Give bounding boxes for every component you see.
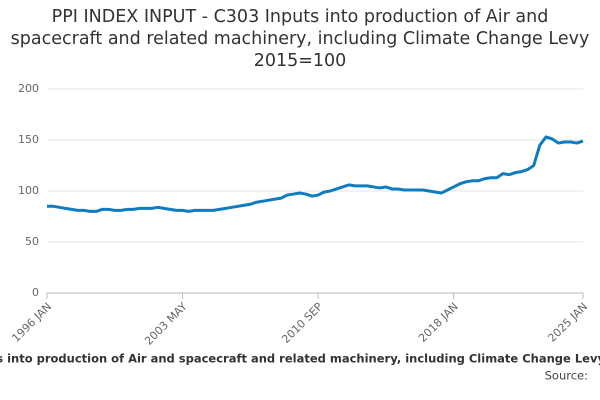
y-tick-label: 0 <box>32 286 39 299</box>
legend-label: C303 Inputs into production of Air and s… <box>0 352 600 366</box>
y-tick-label: 150 <box>18 133 39 146</box>
chart-title: PPI INDEX INPUT - C303 Inputs into produ… <box>10 7 590 71</box>
y-tick-label: 200 <box>18 82 39 95</box>
x-tick-label: 1996 JAN <box>9 300 54 345</box>
x-tick-label: 2025 JAN <box>545 300 590 345</box>
x-tick-label: 2010 SEP <box>279 300 325 346</box>
x-tick-label: 2018 JAN <box>416 300 461 345</box>
y-tick-label: 100 <box>18 184 39 197</box>
y-tick-label: 50 <box>25 235 39 248</box>
x-tick-label: 2003 MAY <box>142 300 190 348</box>
data-line <box>47 135 584 213</box>
source: Source: <box>545 369 588 383</box>
